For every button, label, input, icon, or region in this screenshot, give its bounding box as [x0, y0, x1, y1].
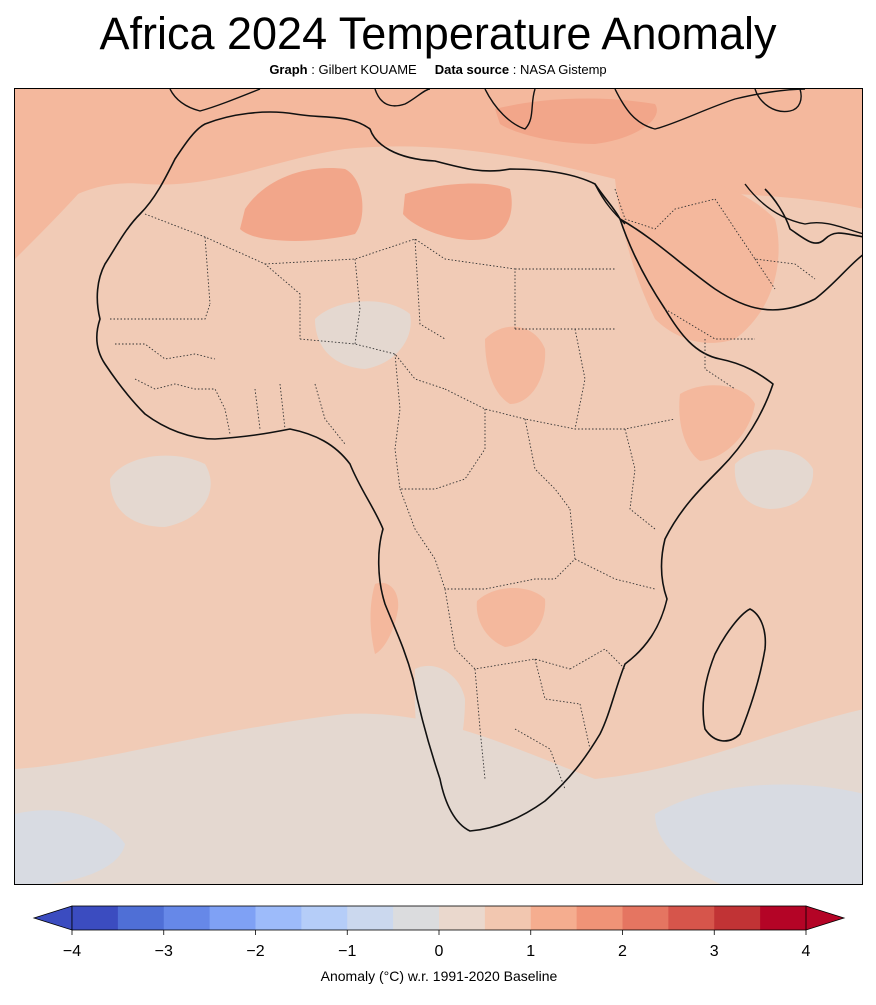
colorbar-svg: −4 −3 −2 −1 0 1 2 3 4 Anomaly (°C) w.r. 1991-2020… [32, 905, 846, 984]
page-title: Africa 2024 Temperature Anomaly [99, 8, 777, 59]
anomaly-zone-kalahari-neutral [414, 665, 465, 789]
gulf-coastline [744, 89, 862, 235]
colorbar-bin [576, 906, 623, 930]
red-sea-coastline [594, 183, 626, 225]
colorbar-bin [301, 906, 348, 930]
colorbar-bin [622, 906, 669, 930]
colorbar-bin [760, 906, 807, 930]
anomaly-zone-indian-ocean-neutral [734, 449, 814, 509]
anomaly-zone-libya-hot [403, 183, 512, 240]
anomaly-zone-south-neutral [15, 709, 862, 884]
source-sep: : [509, 62, 520, 77]
anomaly-zone-gabon-warm [370, 582, 399, 654]
credit-sep: : [307, 62, 319, 77]
colorbar-bin [714, 906, 761, 930]
colorbar-tick-label: 3 [710, 943, 719, 960]
country-borders [110, 188, 816, 790]
colorbar-tick-label: −3 [155, 943, 173, 960]
anomaly-zone-mediterranean-hot [495, 98, 657, 144]
anomaly-map [15, 89, 862, 884]
source-value: NASA Gistemp [519, 62, 607, 77]
colorbar-bin [347, 906, 394, 930]
colorbar-tick-label: −4 [63, 943, 81, 960]
colorbar: −4 −3 −2 −1 0 1 2 3 4 Anomaly (°C) w.r. 1991-2020… [0, 900, 876, 1000]
colorbar-max-arrow [805, 905, 846, 931]
colorbar-bin [117, 906, 165, 930]
madagascar-coastline [702, 608, 767, 742]
colorbar-bin [530, 906, 578, 930]
anomaly-zone-sahara-hot [240, 168, 363, 241]
colorbar-tick-label: 1 [526, 943, 535, 960]
colorbar-bin [255, 906, 302, 930]
anomaly-zone-atlantic-warm [15, 89, 113, 259]
colorbar-min-arrow [32, 905, 73, 931]
colorbar-bin [484, 906, 532, 930]
colorbar-tick-label: 2 [618, 943, 627, 960]
anomaly-zone-guinea-gulf-neutral [110, 455, 211, 527]
anomaly-zone-horn-warm [679, 385, 755, 461]
colorbar-tick-label: 4 [802, 943, 811, 960]
colorbar-tick-label: −2 [246, 943, 264, 960]
colorbar-bin [72, 906, 119, 930]
colorbar-bin [668, 906, 715, 930]
africa-coastline [95, 111, 774, 832]
anomaly-zone-angola-warm [476, 587, 546, 647]
anomaly-zone-southwest-cool [15, 810, 125, 884]
colorbar-tick-label: 0 [435, 943, 444, 960]
colorbar-tick-label: −1 [338, 943, 356, 960]
subtitle: Graph : Gilbert KOUAME Data source : NASA… [0, 62, 876, 78]
source-label: Data source [434, 62, 510, 77]
colorbar-bin [209, 906, 256, 930]
anomaly-zone-sudan-warm [485, 326, 546, 404]
europe-coastline [169, 89, 806, 130]
colorbar-bin [439, 906, 486, 930]
colorbar-label: Anomaly (°C) w.r. 1991-2020 Baseline [321, 968, 558, 984]
colorbar-bin [393, 906, 440, 930]
map-panel [14, 88, 863, 885]
anomaly-zone-north-warm [15, 89, 862, 239]
anomaly-zone-southeast-cool [655, 784, 862, 884]
credit-value: Gilbert KOUAME [318, 62, 417, 77]
credit-label: Graph [269, 62, 308, 77]
arabia-coastline [619, 188, 862, 311]
colorbar-bin [163, 906, 211, 930]
